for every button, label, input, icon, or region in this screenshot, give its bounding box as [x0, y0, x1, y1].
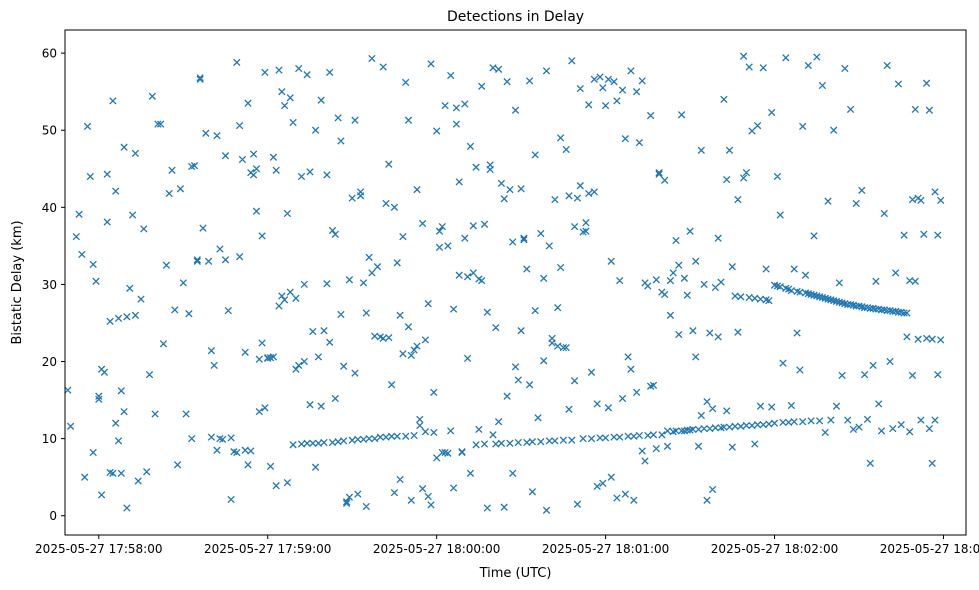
- y-axis-label: Bistatic Delay (km): [10, 220, 25, 344]
- scatter-points: [64, 52, 945, 514]
- x-axis: 2025-05-27 17:58:00 2025-05-27 17:59:00 20…: [35, 535, 979, 556]
- x-tick-label: 2025-05-27 18:02:00: [711, 542, 838, 556]
- y-tick-label: 0: [49, 509, 57, 523]
- y-tick-label: 60: [42, 47, 57, 61]
- x-markers: [64, 52, 945, 514]
- y-tick-label: 20: [42, 355, 57, 369]
- chart-title: Detections in Delay: [447, 9, 584, 25]
- x-axis-label: Time (UTC): [479, 566, 552, 581]
- x-tick-label: 2025-05-27 17:59:00: [204, 542, 331, 556]
- y-tick-label: 30: [42, 278, 57, 292]
- x-tick-label: 2025-05-27 17:58:00: [35, 542, 162, 556]
- y-tick-label: 10: [42, 432, 57, 446]
- y-tick-label: 40: [42, 201, 57, 215]
- x-tick-label: 2025-05-27 18:00:00: [373, 542, 500, 556]
- x-tick-label: 2025-05-27 18:01:00: [542, 542, 669, 556]
- x-tick-label: 2025-05-27 18:03:00: [880, 542, 979, 556]
- y-axis: 0 10 20 30 40 50 60: [42, 47, 65, 523]
- plot-border: [64, 29, 967, 536]
- y-tick-label: 50: [42, 124, 57, 138]
